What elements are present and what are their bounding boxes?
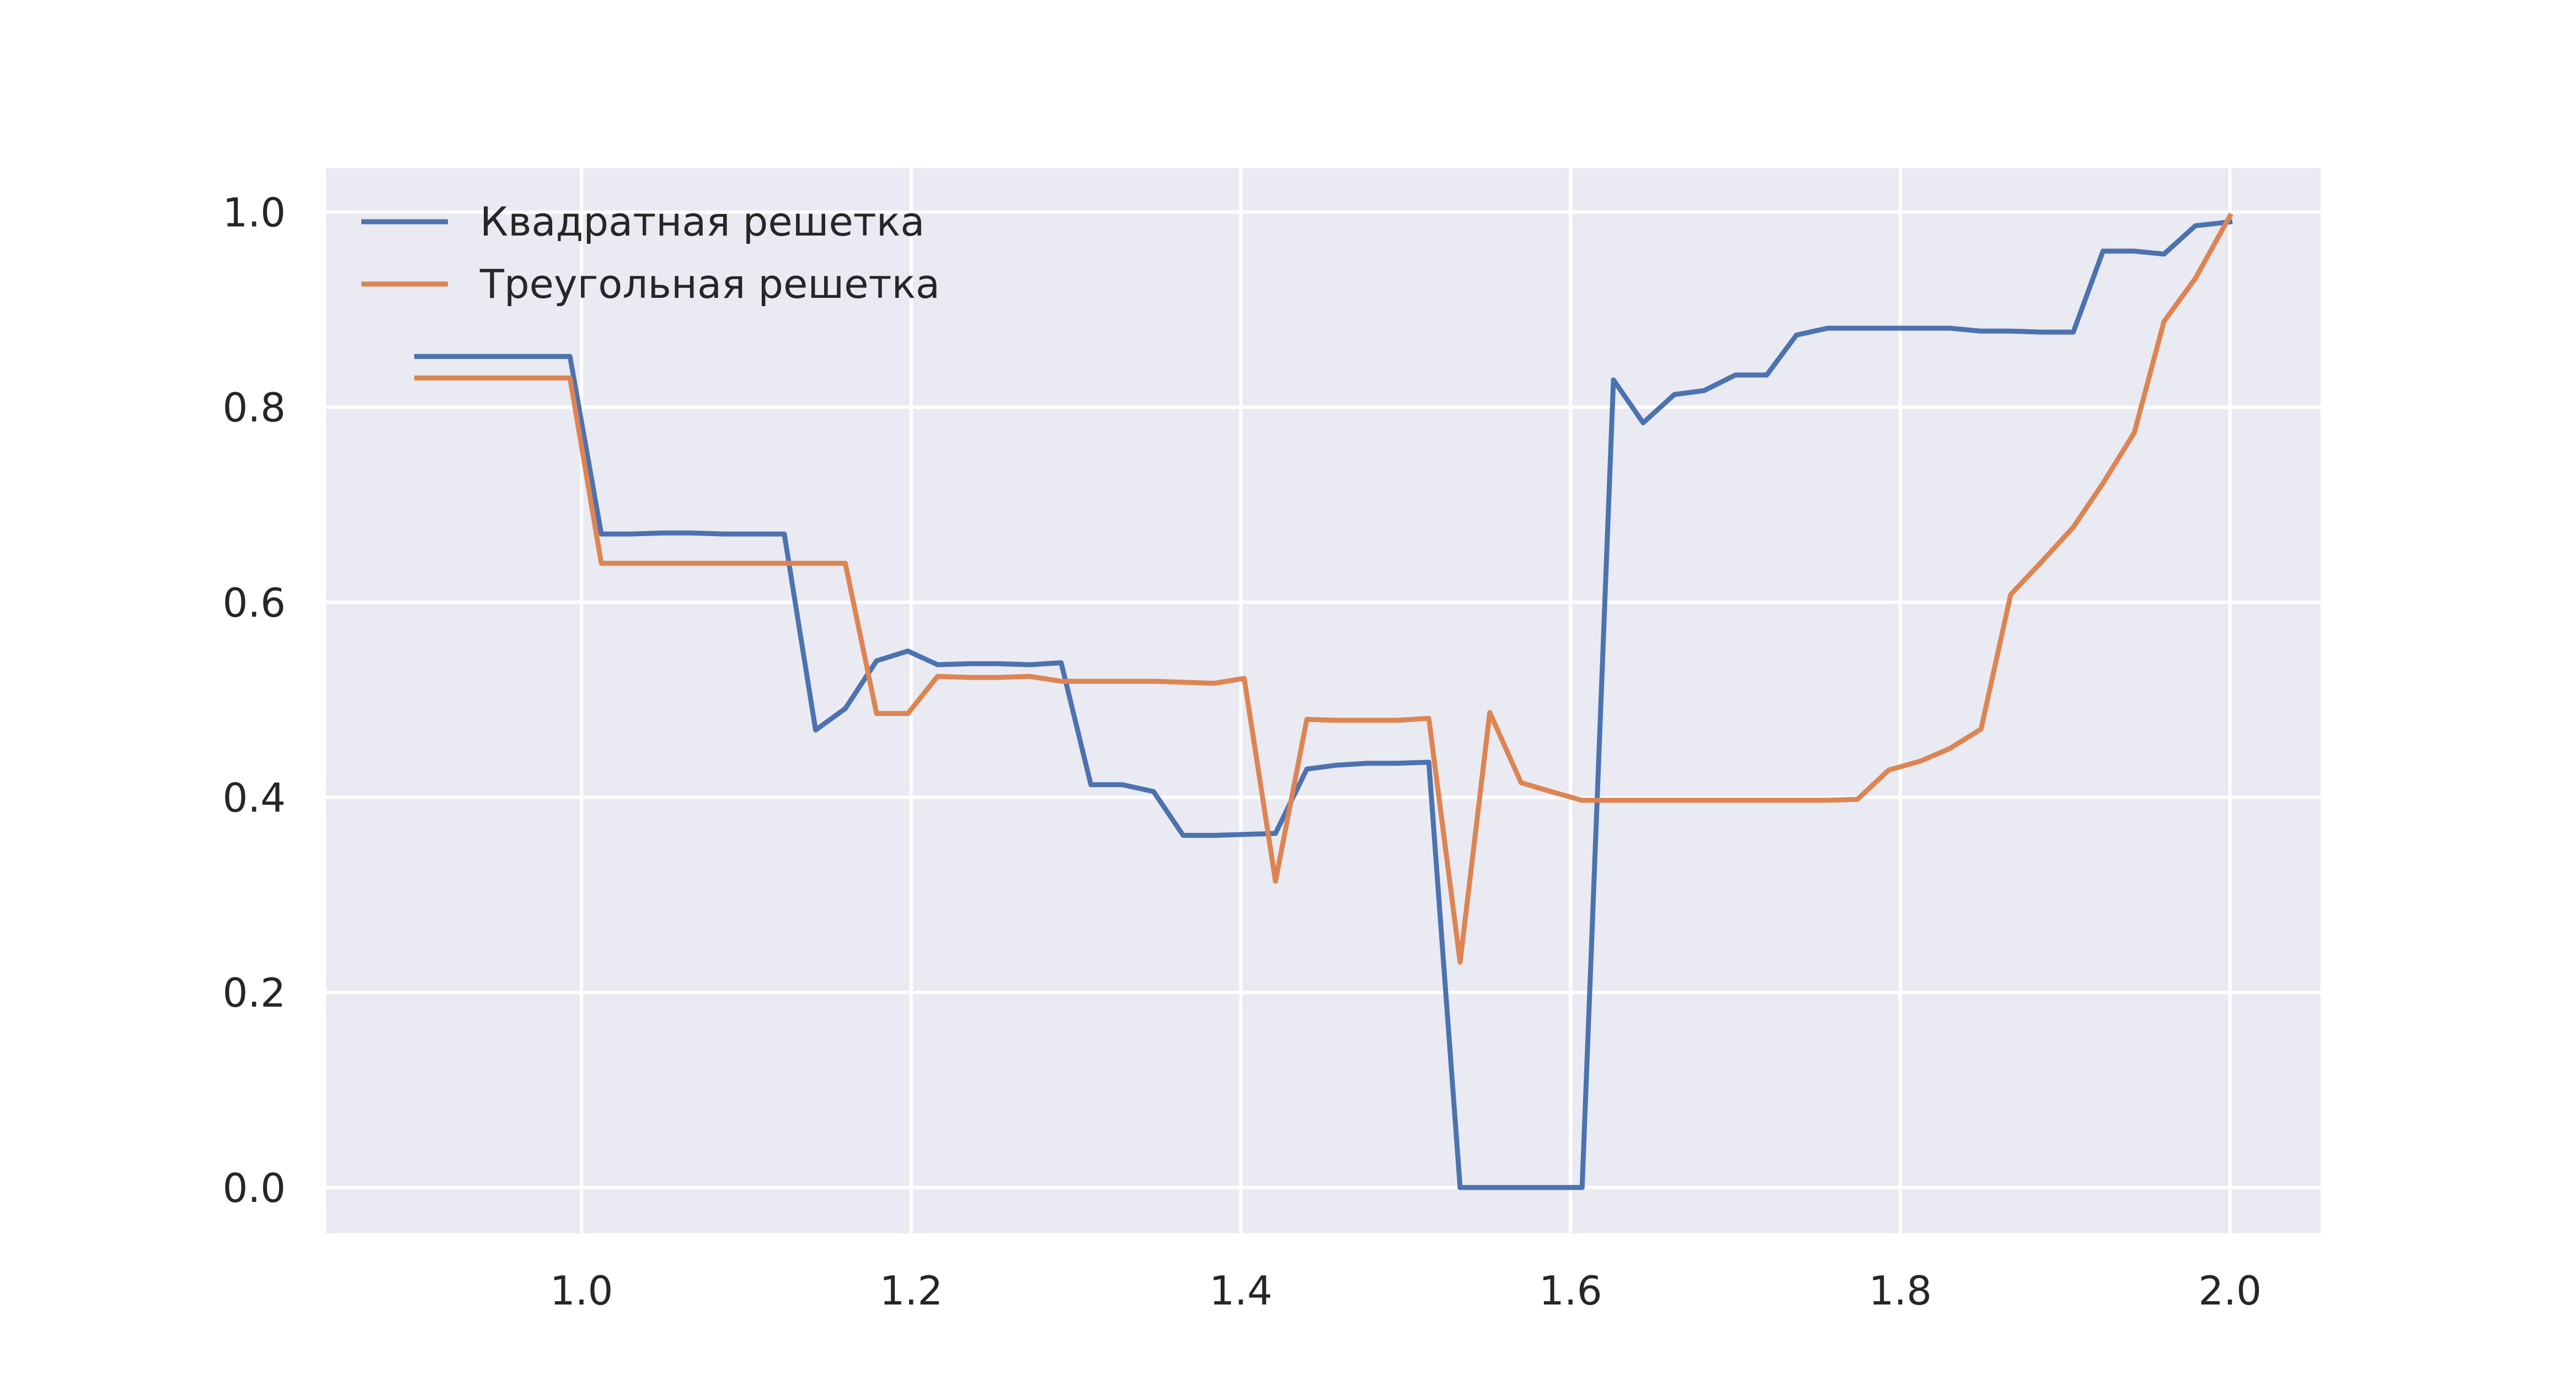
legend: Квадратная решетка Треугольная решетка xyxy=(361,199,940,307)
y-tick-label: 1.0 xyxy=(222,190,286,236)
plot-area-background xyxy=(326,168,2321,1233)
legend-label-0: Квадратная решетка xyxy=(480,199,924,245)
grid-lines xyxy=(326,168,2321,1233)
y-tick-label: 0.0 xyxy=(222,1165,286,1211)
x-tick-label: 1.0 xyxy=(550,1268,613,1314)
x-tick-label: 2.0 xyxy=(2198,1268,2262,1314)
y-tick-label: 0.6 xyxy=(222,580,286,626)
y-tick-label: 0.8 xyxy=(222,384,286,431)
y-tick-label: 0.2 xyxy=(222,970,286,1016)
legend-label-1: Треугольная решетка xyxy=(479,261,940,307)
y-tick-label: 0.4 xyxy=(222,775,286,821)
x-axis-ticks: 1.0 1.2 1.4 1.6 1.8 2.0 xyxy=(550,1268,2262,1314)
x-tick-label: 1.6 xyxy=(1539,1268,1602,1314)
x-tick-label: 1.4 xyxy=(1209,1268,1273,1314)
x-tick-label: 1.8 xyxy=(1869,1268,1932,1314)
y-axis-ticks: 0.0 0.2 0.4 0.6 0.8 1.0 xyxy=(222,190,286,1211)
x-tick-label: 1.2 xyxy=(880,1268,943,1314)
series-line-0 xyxy=(414,219,2233,1190)
series-lines xyxy=(414,212,2233,1190)
series-line-1 xyxy=(414,212,2233,965)
